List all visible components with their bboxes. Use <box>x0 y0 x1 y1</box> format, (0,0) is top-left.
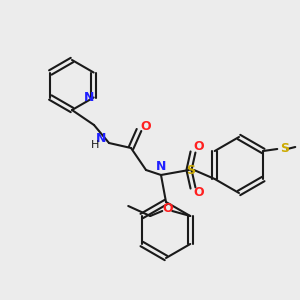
Text: O: O <box>162 202 172 214</box>
Text: O: O <box>141 119 151 133</box>
Text: N: N <box>83 91 94 104</box>
Text: O: O <box>194 140 204 154</box>
Text: N: N <box>156 160 166 173</box>
Text: O: O <box>194 187 204 200</box>
Text: S: S <box>280 142 289 154</box>
Text: N: N <box>96 133 106 146</box>
Text: S: S <box>187 164 196 176</box>
Text: H: H <box>91 140 99 150</box>
